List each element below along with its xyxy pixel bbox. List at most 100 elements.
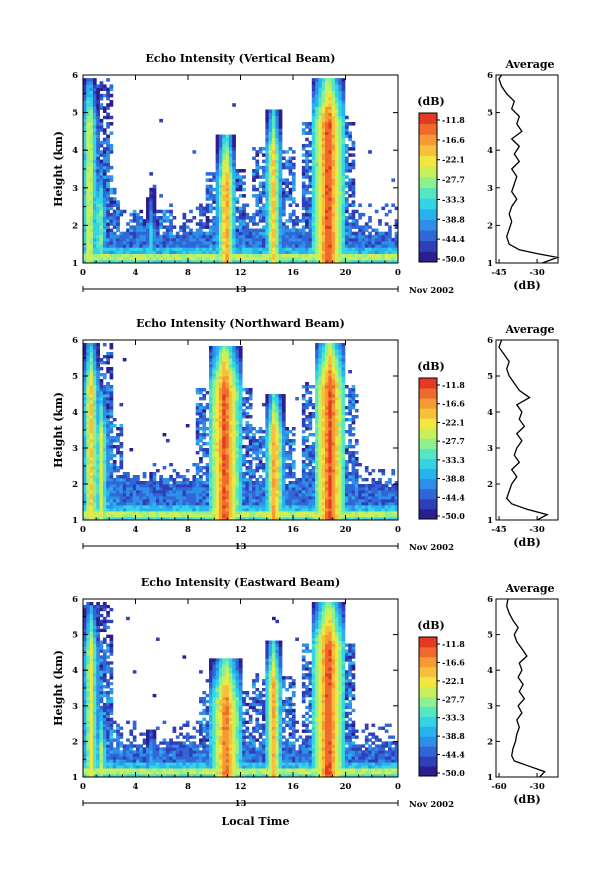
heatmap-cell [192,463,197,467]
heatmap-cell [281,427,286,431]
heatmap-cell [238,379,243,383]
heatmap-cell [182,225,187,229]
heatmap-cell [341,244,346,248]
heatmap-cell [96,376,100,380]
heatmap-cell [159,502,163,506]
heatmap-cell [248,469,253,473]
heatmap-cell [139,496,144,500]
heatmap-cell [165,209,170,214]
heatmap-cell [205,172,210,176]
heatmap-cell [86,358,91,362]
heatmap-cell [228,184,233,189]
heatmap-cell [242,253,246,258]
heatmap-cell [225,222,230,226]
heatmap-cell [218,162,223,167]
heatmap-cell [205,433,210,437]
heatmap-cell [106,469,110,473]
heatmap-cell [338,178,343,182]
heatmap-cell [281,197,286,201]
heatmap-cell [321,87,326,92]
heatmap-cell [102,391,107,395]
heatmap-cell [338,200,343,204]
heatmap-cell [222,472,226,476]
heatmap-cell [99,400,104,404]
heatmap-cell [92,147,97,151]
heatmap-cell [149,505,154,509]
heatmap-cell [308,219,313,223]
heatmap-cell [89,212,94,217]
heatmap-cell [315,197,319,201]
heatmap-cell [318,122,323,126]
heatmap-cell [112,247,117,251]
heatmap-cell [325,150,329,154]
heatmap-cell [255,496,260,500]
heatmap-cell [215,472,220,476]
heatmap-cell [162,493,167,497]
heatmap-cell [368,256,372,261]
heatmap-cell [99,367,104,371]
heatmap-cell [248,475,253,479]
heatmap-cell [268,508,273,512]
heatmap-cell [99,505,104,509]
heatmap-cell [311,143,316,148]
heatmap-cell [348,253,352,258]
heatmap-cell [325,143,329,148]
heatmap-cell [228,436,233,440]
heatmap-cell [116,212,120,217]
heatmap-cell [162,496,167,500]
heatmap-cell [272,418,276,422]
heatmap-cell [245,472,250,476]
heatmap-cell [225,134,230,139]
heatmap-cell [126,244,130,248]
heatmap-cell [96,197,100,201]
heatmap-cell [308,125,313,129]
heatmap-cell [331,143,336,148]
heatmap-cell [341,250,346,254]
heatmap-cell [172,244,177,248]
heatmap-cell [83,448,87,452]
heatmap-cell [215,190,220,195]
heatmap-cell [149,496,154,500]
heatmap-cell [225,511,230,515]
heatmap-cell [122,499,127,503]
heatmap-cell [295,228,299,233]
heatmap-cell [142,247,147,251]
heatmap-cell [152,216,157,220]
heatmap-cell [116,253,120,258]
heatmap-cell [92,87,97,92]
heatmap-cell [179,493,183,497]
heatmap-cell [321,172,326,176]
heatmap-cell [99,484,104,488]
heatmap-cell [149,203,154,207]
heatmap-cell [275,212,280,217]
heatmap-cell [92,250,97,254]
heatmap-cell [232,460,236,464]
heatmap-cell [331,225,336,229]
heatmap-cell [86,194,91,198]
heatmap-cell [96,439,100,443]
heatmap-cell [212,373,217,377]
heatmap-cell [238,391,243,395]
heatmap-cell [83,200,87,204]
heatmap-cell [225,175,230,179]
heatmap-cell [99,442,104,446]
heatmap-cell [218,134,223,139]
heatmap-cell [258,493,263,497]
heatmap-cell [225,137,230,142]
heatmap-cell [348,228,352,233]
heatmap-cell [298,241,303,245]
heatmap-cell [262,481,266,485]
heatmap-cell [388,244,392,248]
heatmap-cell [106,190,110,195]
heatmap-cell [182,222,187,226]
heatmap-cell [106,451,110,455]
heatmap-cell [106,112,110,117]
heatmap-cell [83,247,87,251]
heatmap-cell [338,128,343,132]
heatmap-cell [325,131,329,135]
heatmap-cell [238,187,243,192]
heatmap-cell [195,514,200,518]
heatmap-cell [272,178,276,182]
heatmap-cell [92,448,97,452]
heatmap-cell [119,484,124,488]
